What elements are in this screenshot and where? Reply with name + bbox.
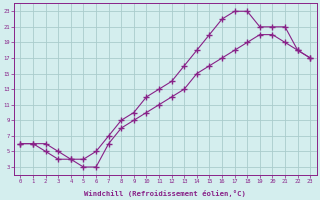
X-axis label: Windchill (Refroidissement éolien,°C): Windchill (Refroidissement éolien,°C) <box>84 190 246 197</box>
